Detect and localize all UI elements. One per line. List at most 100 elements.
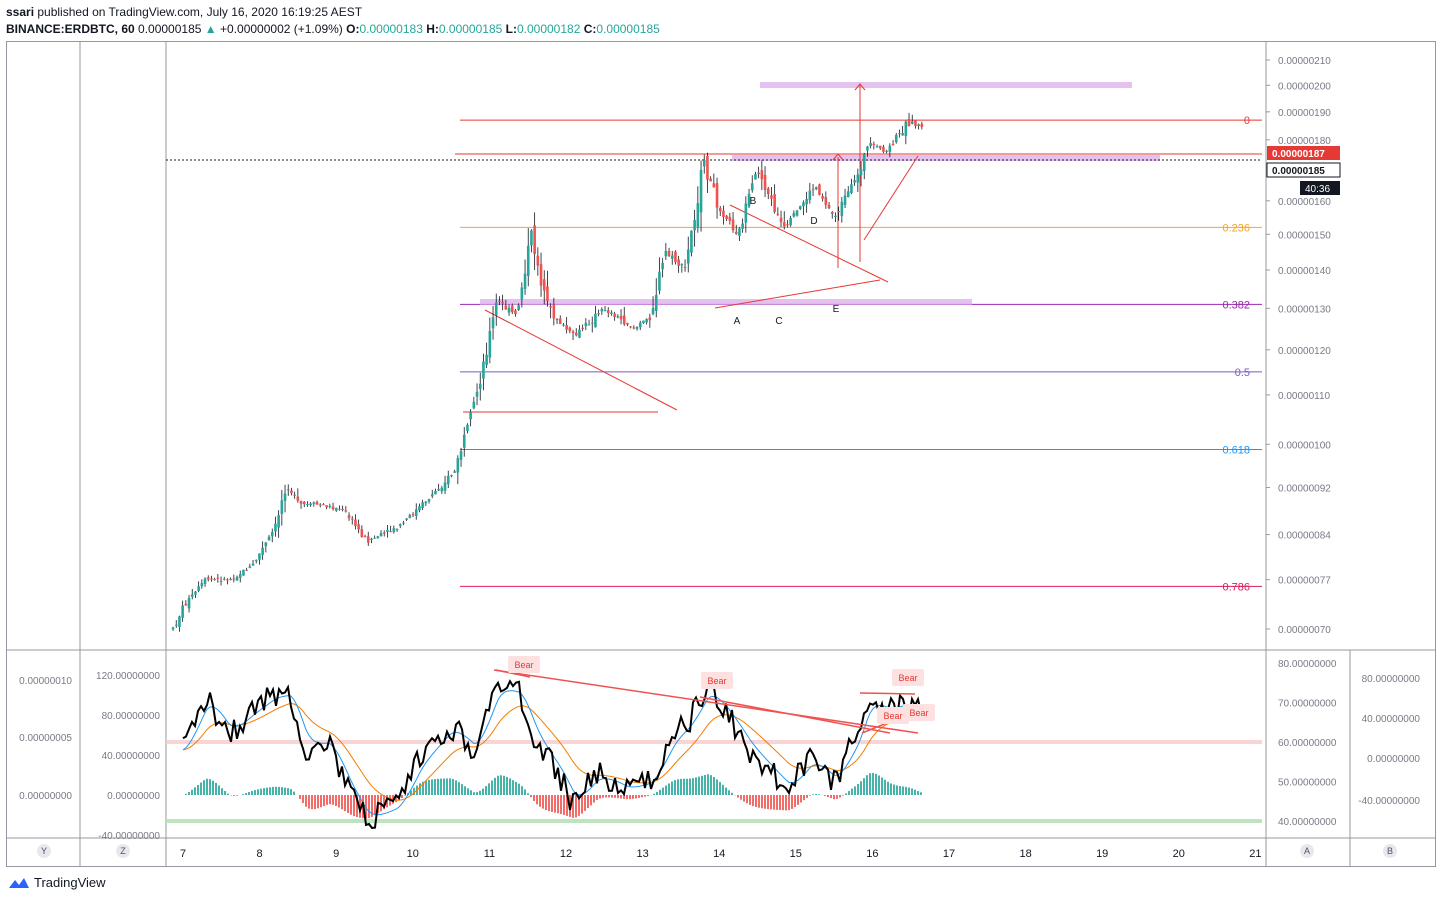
candle [290, 487, 293, 496]
candle-body [562, 324, 565, 326]
histogram-bar [842, 795, 844, 796]
time-tick-label: 7 [180, 848, 186, 860]
candle-body [830, 212, 834, 215]
candle-body [277, 515, 280, 528]
candle-body [917, 124, 920, 127]
candle [411, 512, 415, 518]
histogram-bar [518, 783, 520, 795]
candle-body [430, 494, 434, 497]
candle-body [546, 286, 549, 302]
histogram-bar [419, 783, 421, 795]
osc-left-a-label: 0.00000000 [19, 791, 72, 802]
tradingview-logo[interactable]: TradingView [8, 875, 106, 890]
published-text: published on TradingView.com, July 16, 2… [34, 5, 363, 19]
time-tick-label: 16 [866, 848, 878, 860]
histogram-bar [899, 786, 901, 795]
candle [510, 303, 514, 315]
candle [850, 178, 853, 195]
y-axis-button[interactable]: Y [37, 844, 51, 858]
candle [315, 500, 319, 505]
candle-body [290, 490, 293, 494]
histogram-bar [809, 795, 811, 796]
z-axis-button[interactable]: Z [116, 844, 130, 858]
histogram-bar [374, 795, 376, 816]
candle-body [440, 487, 444, 492]
candle [539, 252, 543, 297]
candle [472, 396, 476, 410]
candle [232, 574, 236, 583]
candle [395, 528, 399, 532]
candle-body [728, 216, 732, 221]
candle-body [446, 475, 450, 485]
candle-body [376, 536, 380, 539]
candle-body [341, 509, 344, 511]
time-tick-label: 18 [1019, 848, 1031, 860]
bear-badge: Bear [514, 660, 533, 670]
candle [795, 209, 799, 217]
candle [414, 503, 418, 520]
candle [888, 143, 892, 158]
candle [190, 588, 194, 600]
candle [238, 570, 242, 583]
bear-badge-bg [892, 669, 924, 686]
histogram-bar [920, 792, 922, 795]
candle-body [184, 603, 188, 606]
candle [802, 200, 805, 216]
histogram-bar [776, 795, 778, 810]
candle [478, 372, 482, 401]
candle [773, 184, 776, 214]
histogram-bar [485, 786, 487, 795]
candle [837, 206, 840, 221]
histogram-bar [707, 774, 709, 795]
candle [216, 574, 220, 583]
candle [840, 196, 844, 223]
candle [875, 144, 879, 148]
candle [686, 236, 690, 273]
time-tick-label: 14 [713, 848, 725, 860]
candle-body [542, 279, 546, 291]
candle-body [296, 496, 300, 501]
histogram-bar [521, 786, 523, 795]
candle [530, 229, 533, 253]
histogram-bar [638, 795, 640, 798]
candle [459, 447, 463, 467]
candle-body [894, 134, 898, 143]
osc-right-a-label: 70.00000000 [1278, 699, 1337, 710]
candle-body [450, 475, 453, 477]
histogram-bar [530, 795, 532, 798]
candle [229, 577, 232, 581]
candle [341, 505, 344, 512]
histogram-bar [413, 787, 415, 795]
histogram-bar [326, 795, 328, 805]
candle-body [536, 255, 540, 266]
trend-line [863, 155, 919, 241]
histogram-bar [563, 795, 565, 815]
candle [718, 206, 722, 216]
histogram-bar [332, 795, 334, 805]
symbol-label: BINANCE:ERDBTC, 60 [6, 22, 135, 36]
candle [830, 211, 834, 219]
histogram-bar [584, 795, 586, 811]
candle-body [498, 300, 501, 302]
histogram-bar [236, 795, 238, 796]
candle [789, 215, 792, 227]
histogram-bar [647, 795, 649, 797]
histogram-bar [353, 795, 355, 817]
candle-body [526, 245, 530, 276]
candle-body [600, 308, 604, 312]
histogram-bar [656, 791, 658, 795]
b-axis-button[interactable]: B [1383, 844, 1397, 858]
histogram-bar [491, 780, 493, 795]
fib-level-label: 0.5 [1235, 367, 1250, 379]
a-axis-button[interactable]: A [1300, 844, 1314, 858]
histogram-bar [194, 787, 196, 795]
candle [254, 559, 258, 564]
histogram-bar [836, 795, 838, 799]
candle-body [635, 326, 639, 329]
histogram-bar [242, 794, 244, 795]
candle [725, 215, 728, 222]
histogram-bar [662, 787, 664, 795]
price-tick-label: 0.00000150 [1278, 230, 1331, 241]
candle-body [910, 121, 914, 124]
